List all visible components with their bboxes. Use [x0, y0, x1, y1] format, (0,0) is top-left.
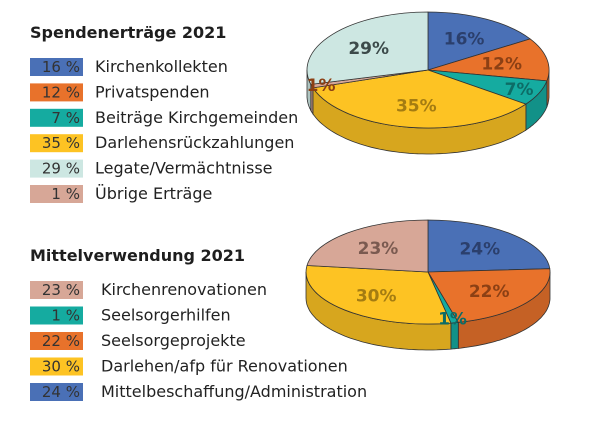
pie-slice	[306, 219, 429, 273]
legend-value: 12 %	[42, 83, 80, 101]
legend-label: Privatspenden	[95, 82, 210, 101]
legend-label: Übrige Erträge	[95, 184, 212, 203]
legend-value: 7 %	[51, 109, 80, 127]
legend-swatch	[30, 83, 83, 102]
legend-item: 30 % Darlehen/afp für Renovationen	[30, 357, 348, 376]
pie-slice	[305, 265, 452, 325]
legend-value: 1 %	[51, 185, 80, 203]
pie-mittelverwendung: 24% 22%1% 30% 23%	[305, 219, 551, 351]
pie-labels: 16% 12% 7% 35% 1% 29%	[307, 30, 534, 117]
legend-item: 7 % Beiträge Kirchgemeinden	[30, 108, 298, 127]
legend-swatch	[30, 58, 83, 76]
legend-mittelverwendung: 23 % Kirchenrenovationen 1 % Seelsorgerhilf…	[30, 280, 367, 401]
pie-data-label: 24%	[459, 240, 500, 260]
legend-item: 24 % Mittelbeschaffung/Administration	[30, 382, 367, 401]
pie-data-label: 23%	[358, 239, 399, 259]
legend-swatch	[30, 159, 83, 178]
legend-spendenertraege: 16 % Kirchenkollekten 12 % Privatspenden 7 %…	[30, 57, 298, 203]
legend-item: 12 % Privatspenden	[30, 82, 210, 102]
legend-value: 16 %	[42, 58, 80, 76]
legend-swatch	[30, 108, 83, 127]
legend-swatch	[30, 357, 83, 376]
legend-value: 23 %	[42, 281, 80, 299]
pie-slice	[427, 38, 550, 82]
legend-value: 1 %	[51, 307, 80, 325]
legend-label: Legate/Vermächtnisse	[95, 159, 273, 178]
legend-value: 24 %	[42, 383, 80, 401]
legend-swatch	[30, 281, 83, 299]
legend-value: 29 %	[42, 160, 80, 178]
legend-value: 35 %	[42, 134, 80, 152]
legend-label: Kirchenkollekten	[95, 57, 228, 76]
legend-label: Beiträge Kirchgemeinden	[95, 108, 298, 127]
pie-data-label: 1%	[307, 76, 336, 96]
legend-label: Kirchenrenovationen	[101, 280, 267, 299]
pie-slice	[427, 219, 551, 273]
pie-labels: 24% 22%1% 30% 23%	[356, 239, 510, 330]
legend-item: 23 % Kirchenrenovationen	[30, 280, 267, 299]
pie-slice	[306, 11, 429, 85]
legend-swatch	[30, 185, 83, 203]
legend-label: Seelsorgeprojekte	[101, 331, 246, 350]
legend-swatch	[30, 332, 83, 350]
pie-data-label: 30%	[356, 287, 397, 307]
legend-item: 29 % Legate/Vermächtnisse	[30, 159, 273, 178]
pie-slice	[312, 69, 527, 129]
legend-item: 16 % Kirchenkollekten	[30, 57, 228, 76]
pie-data-label: 35%	[396, 97, 437, 117]
pie-slice	[427, 268, 551, 323]
pie-data-label: 12%	[481, 54, 522, 74]
legend-item: 1 % Seelsorgerhilfen	[30, 306, 231, 325]
pie-data-label: 7%	[505, 80, 534, 100]
pie-tops	[306, 11, 550, 129]
legend-item: 1 % Übrige Erträge	[30, 184, 212, 203]
pie-slice	[427, 11, 531, 71]
pie-tops	[305, 219, 551, 325]
legend-swatch	[30, 306, 83, 325]
legend-value: 30 %	[42, 358, 80, 376]
legend-label: Seelsorgerhilfen	[101, 306, 231, 325]
pie-data-label: 29%	[348, 39, 389, 59]
legend-label: Darlehensrückzahlungen	[95, 133, 294, 152]
legend-label: Mittelbeschaffung/Administration	[101, 382, 367, 401]
pie-spendenertraege: 16% 12% 7% 35% 1% 29%	[306, 11, 550, 155]
chart-title-mittelverwendung: Mittelverwendung 2021	[30, 246, 245, 265]
legend-value: 22 %	[42, 332, 80, 350]
legend-label: Darlehen/afp für Renovationen	[101, 357, 348, 376]
legend-item: 22 % Seelsorgeprojekte	[30, 331, 246, 350]
pie-data-label: 22%	[469, 282, 510, 302]
legend-item: 35 % Darlehensrückzahlungen	[30, 133, 294, 153]
pie-data-label: 1%	[438, 310, 467, 330]
legend-swatch	[30, 383, 83, 401]
pie-data-label: 16%	[444, 30, 485, 50]
legend-swatch	[30, 134, 83, 153]
chart-title-spendenertraege: Spendenerträge 2021	[30, 23, 226, 42]
